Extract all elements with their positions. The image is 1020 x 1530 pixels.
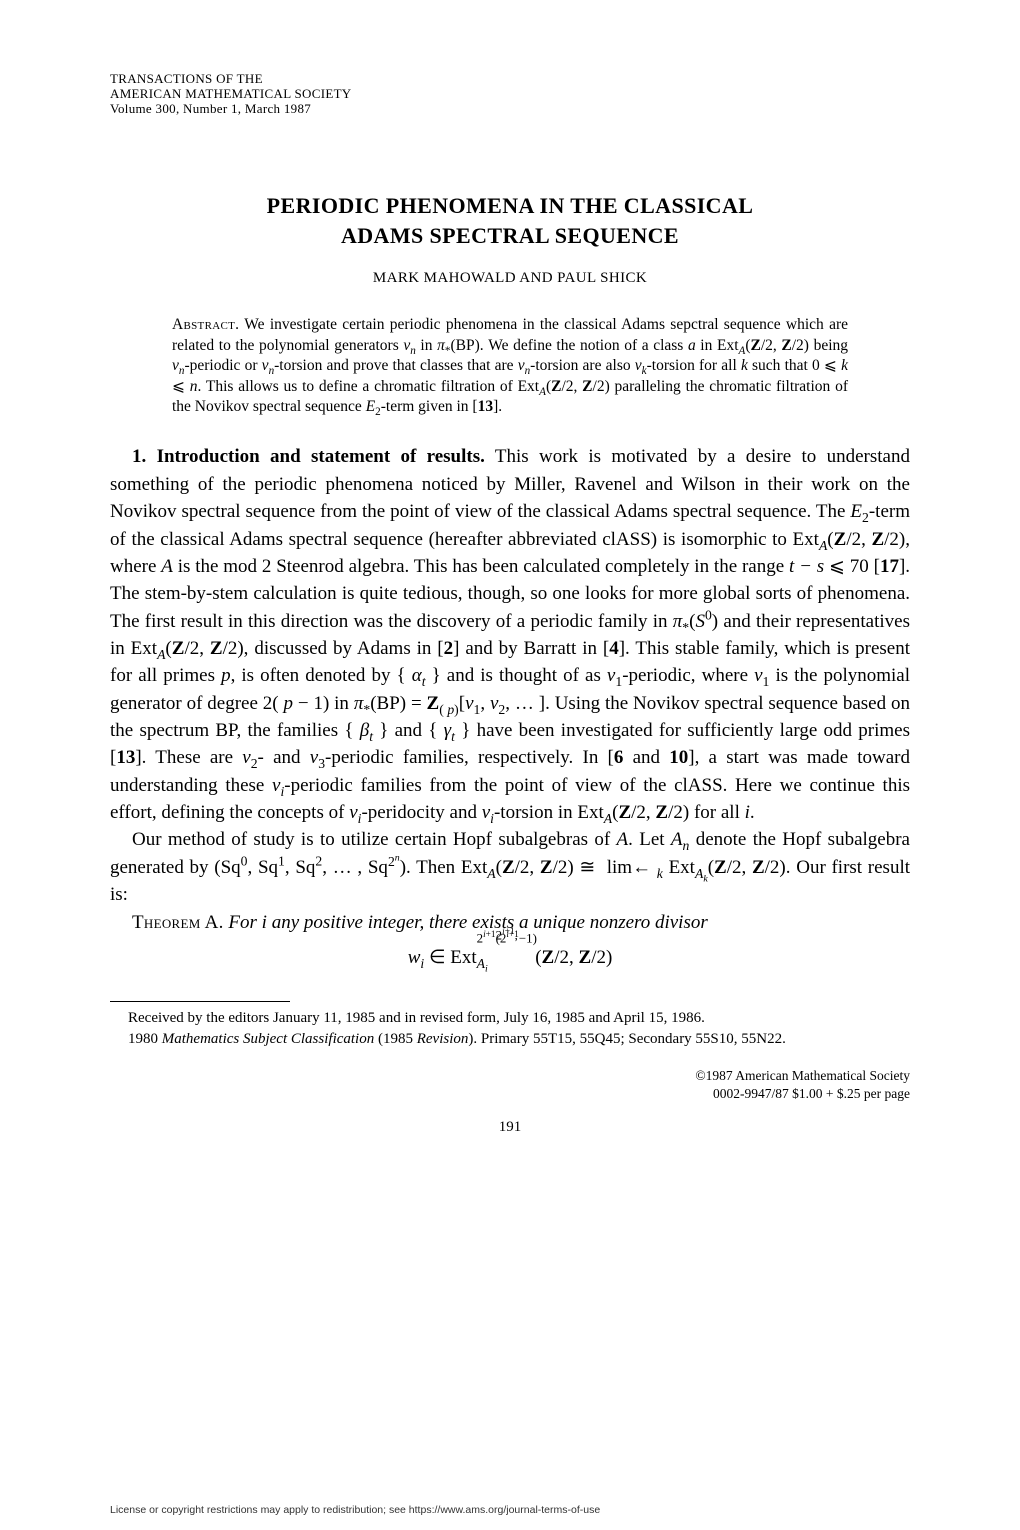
section-1-p2: Our method of study is to utilize certai… (110, 826, 910, 908)
title-line2: ADAMS SPECTRAL SEQUENCE (110, 221, 910, 251)
journal-line1: TRANSACTIONS OF THE (110, 72, 910, 87)
copyright-line1: ©1987 American Mathematical Society (110, 1067, 910, 1085)
copyright-line2: 0002-9947/87 $1.00 + $.25 per page (110, 1085, 910, 1103)
abstract: Abstract. We investigate certain periodi… (172, 315, 848, 417)
section-1-p1: 1. Introduction and statement of results… (110, 443, 910, 826)
footnote-classification: 1980 Mathematics Subject Classification … (110, 1029, 910, 1049)
journal-line2: AMERICAN MATHEMATICAL SOCIETY (110, 87, 910, 102)
theorem-a-body: For i any positive integer, there exists… (228, 912, 707, 933)
license-notice: License or copyright restrictions may ap… (110, 1504, 600, 1516)
authors: MARK MAHOWALD AND PAUL SHICK (110, 270, 910, 287)
footnote-received: Received by the editors January 11, 1985… (110, 1008, 910, 1028)
title-line1: PERIODIC PHENOMENA IN THE CLASSICAL (110, 191, 910, 221)
theorem-a-display: wi ∈ Ext2i+1, 2i+1(2i+1−1)Ai (Z/2, Z/2) (110, 944, 910, 971)
page: TRANSACTIONS OF THE AMERICAN MATHEMATICA… (0, 0, 1020, 1530)
footnotes: Received by the editors January 11, 1985… (110, 1008, 910, 1049)
abstract-body: We investigate certain periodic phenomen… (172, 316, 848, 415)
journal-line3: Volume 300, Number 1, March 1987 (110, 102, 910, 117)
abstract-label: Abstract. (172, 316, 239, 333)
page-number: 191 (110, 1119, 910, 1136)
theorem-a-label: Theorem A. (132, 912, 224, 933)
body: 1. Introduction and statement of results… (110, 443, 910, 971)
section-1-p1-text: This work is motivated by a desire to un… (110, 446, 910, 823)
footnote-rule (110, 1001, 290, 1002)
paper-title: PERIODIC PHENOMENA IN THE CLASSICAL ADAM… (110, 191, 910, 250)
section-1-head: 1. Introduction and statement of results… (132, 446, 485, 467)
copyright: ©1987 American Mathematical Society 0002… (110, 1067, 910, 1103)
journal-header: TRANSACTIONS OF THE AMERICAN MATHEMATICA… (110, 72, 910, 117)
